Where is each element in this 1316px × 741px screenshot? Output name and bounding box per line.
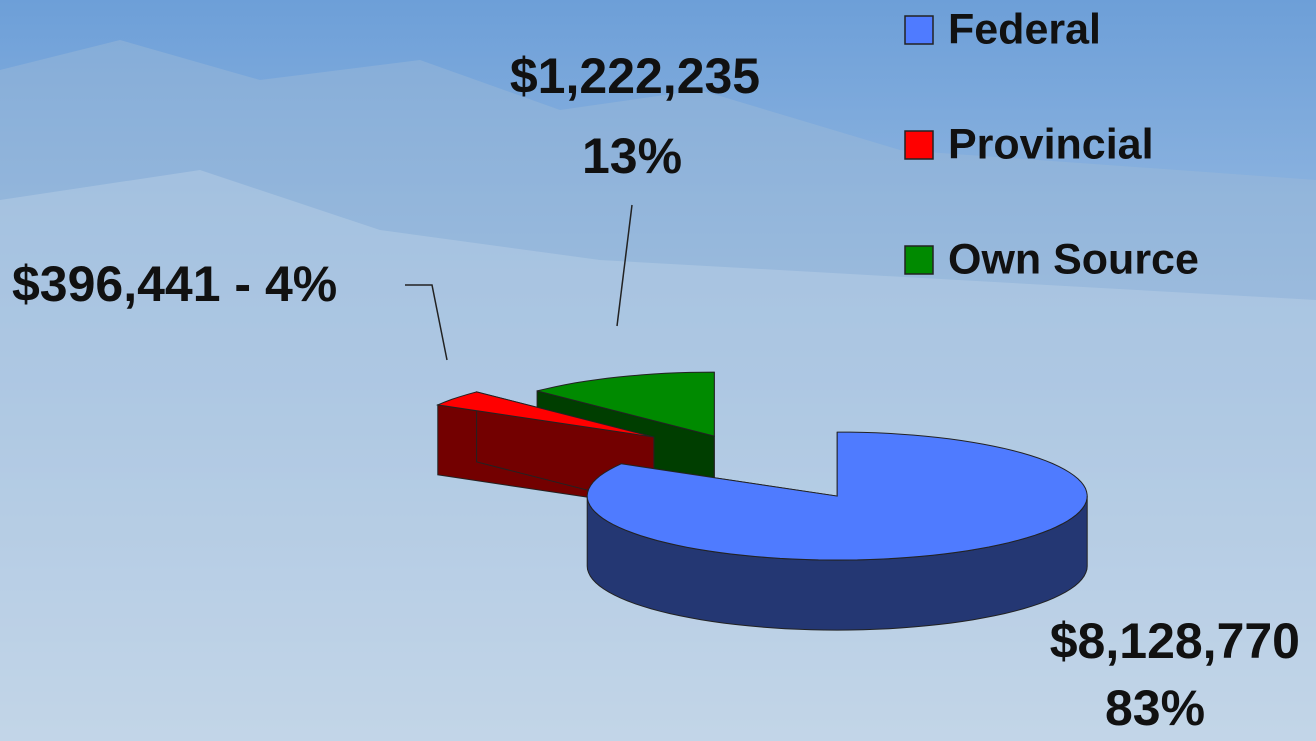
data-label: 83% [1105,680,1205,736]
data-label: 13% [582,128,682,184]
data-label: $396,441 - 4% [12,256,337,312]
legend-swatch [904,15,934,45]
legend-label: Federal [948,5,1101,53]
data-label: $1,222,235 [510,48,760,104]
legend-swatch [904,130,934,160]
slice [536,371,715,437]
leader-line [405,284,448,361]
data-label: $8,128,770 [1050,613,1300,669]
legend-label: Provincial [948,120,1154,168]
legend-label: Own Source [948,235,1199,283]
leader-line [616,204,633,327]
slice [586,431,1088,561]
legend-swatch [904,245,934,275]
slice [435,391,654,438]
